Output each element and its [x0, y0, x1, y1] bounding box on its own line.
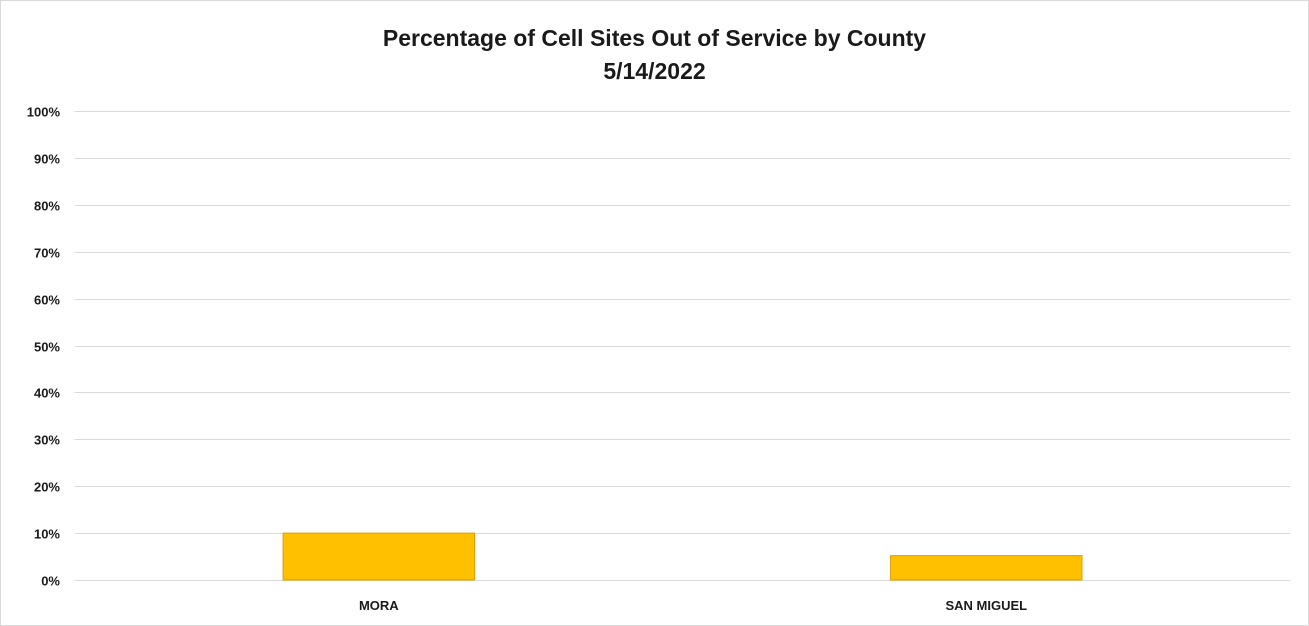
- x-category-label: MORA: [359, 598, 399, 613]
- chart-title-block: Percentage of Cell Sites Out of Service …: [0, 22, 1309, 88]
- gridlines: [75, 111, 1290, 581]
- y-tick-label: 70%: [34, 246, 60, 261]
- y-tick-label: 60%: [34, 293, 60, 308]
- y-tick-label: 40%: [34, 386, 60, 401]
- y-tick-label: 30%: [34, 433, 60, 448]
- chart-title: Percentage of Cell Sites Out of Service …: [382, 25, 927, 51]
- bar-san-miguel: [890, 555, 1083, 581]
- y-tick-label: 20%: [34, 480, 60, 495]
- bars: [282, 532, 1083, 581]
- bar-mora: [282, 532, 475, 581]
- y-tick-label: 10%: [34, 527, 60, 542]
- chart-subtitle: 5/14/2022: [603, 58, 706, 84]
- y-axis-tick-labels: 0% 10% 20% 30% 40% 50% 60% 70% 80% 90% 100%: [27, 105, 61, 589]
- y-tick-label: 100%: [27, 105, 61, 120]
- y-tick-label: 50%: [34, 340, 60, 355]
- y-tick-label: 80%: [34, 199, 60, 214]
- y-tick-label: 90%: [34, 152, 60, 167]
- y-tick-label: 0%: [41, 574, 60, 589]
- x-axis-category-labels: MORA SAN MIGUEL: [359, 598, 1027, 613]
- x-category-label: SAN MIGUEL: [945, 598, 1027, 613]
